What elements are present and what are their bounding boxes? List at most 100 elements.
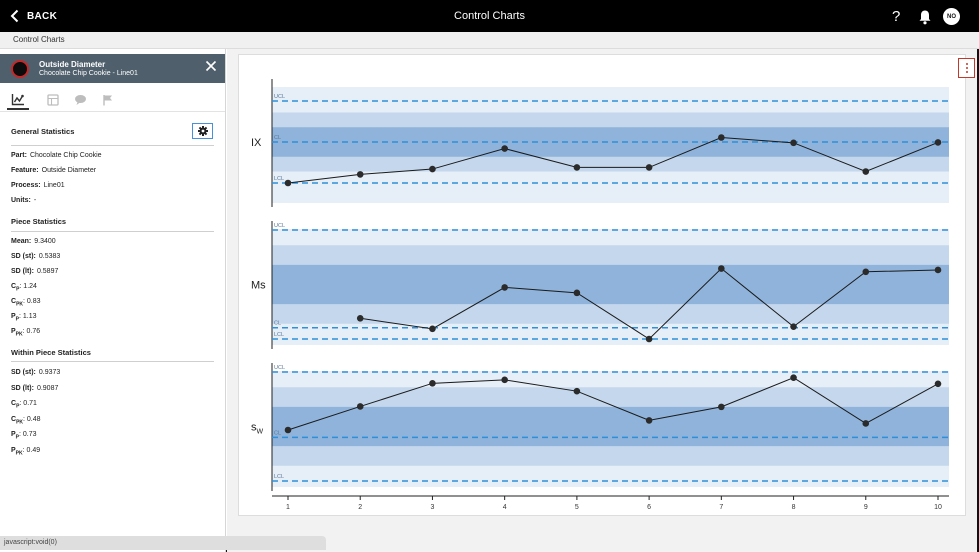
stat-value: Chocolate Chip Cookie (29, 152, 102, 159)
cl-line-label: CL (274, 135, 281, 141)
tab-data[interactable] (42, 90, 64, 110)
stat-value: Line01 (43, 182, 65, 189)
data-point (356, 314, 364, 322)
settings-button[interactable] (192, 123, 213, 139)
tab-flags[interactable] (96, 90, 118, 110)
zone-band-inner (272, 406, 949, 447)
chevron-left-icon (10, 9, 19, 23)
within-stat-row: PP: 0.73 (11, 431, 37, 440)
data-point (862, 268, 870, 276)
x-tick-label: 8 (792, 504, 796, 511)
stat-label: P (11, 431, 16, 438)
stat-value: : 0.83 (23, 298, 41, 305)
cl-line-label: CL (274, 321, 281, 327)
more-options-button[interactable] (958, 58, 975, 78)
help-icon[interactable]: ? (892, 8, 901, 25)
piece-stat-row: Mean: 9.3400 (11, 238, 56, 245)
divider (11, 231, 214, 232)
within-stat-row: SD (st): 0.9373 (11, 369, 60, 376)
data-point (934, 139, 942, 146)
stat-label: C (11, 415, 17, 423)
piece-stat-row: CP: 1.24 (11, 283, 37, 292)
data-point (645, 164, 653, 171)
stat-label-subscript: PK (16, 418, 24, 425)
stat-value: : 0.73 (19, 431, 37, 438)
stat-label-subscript: P (15, 316, 20, 323)
stat-label: Part: (11, 152, 27, 159)
piece-stat-row: SD (st): 0.5383 (11, 253, 60, 260)
x-tick-label: 6 (647, 504, 651, 511)
data-point (862, 420, 870, 427)
feature-subtitle: Chocolate Chip Cookie - Line01 (39, 70, 138, 77)
avatar[interactable]: NO (943, 8, 960, 25)
feature-title: Outside Diameter (39, 60, 106, 69)
ucl-line-label: UCL (274, 223, 285, 229)
zone-band-inner (272, 264, 949, 305)
data-point (501, 376, 508, 384)
back-button[interactable]: BACK (10, 0, 57, 32)
data-point (934, 380, 942, 388)
data-point (501, 145, 508, 152)
kebab-dot (965, 71, 968, 73)
general-stat-row: Feature: Outside Diameter (11, 167, 96, 174)
chart-panel-label: sW (251, 422, 264, 436)
stat-value: : 0.71 (19, 400, 37, 407)
page-title: Control Charts (454, 10, 525, 22)
stat-value: : 1.13 (19, 313, 37, 320)
chart-panel-label: Ms (251, 280, 266, 292)
feature-status-icon (11, 60, 29, 78)
piece-stat-row: PP: 1.13 (11, 313, 37, 322)
stat-value: : 1.24 (19, 283, 37, 290)
tab-comments[interactable] (69, 90, 91, 110)
data-point (645, 417, 653, 424)
stat-value: 9.3400 (34, 238, 56, 245)
piece-stat-row: CPK: 0.83 (11, 298, 41, 307)
lcl-line-label: LCL (274, 176, 284, 182)
piece-statistics-title: Piece Statistics (11, 217, 67, 226)
piece-stat-row: SD (lt): 0.5897 (11, 268, 58, 275)
general-stat-row: Part: Chocolate Chip Cookie (11, 152, 102, 159)
stat-value: 0.9087 (36, 384, 59, 392)
feature-header: Outside Diameter Chocolate Chip Cookie -… (0, 54, 225, 83)
data-point (718, 403, 725, 411)
breadcrumb-item[interactable]: Control Charts (13, 35, 65, 44)
breadcrumb: Control Charts (0, 32, 979, 49)
stat-value: : 0.49 (22, 446, 41, 454)
chart-panel-label: IX (251, 137, 262, 149)
data-point (429, 325, 436, 333)
panel-tabs (0, 88, 225, 112)
data-point (790, 374, 797, 381)
x-tick-label: 7 (719, 504, 723, 511)
data-point (573, 289, 581, 297)
ucl-line-label: UCL (274, 94, 285, 100)
stat-label-subscript: PK (15, 449, 23, 456)
status-bar-url: javascript:void(0) (0, 536, 326, 550)
bell-icon[interactable] (918, 9, 932, 25)
within-stat-row: SD (lt): 0.9087 (11, 385, 58, 392)
stat-label: C (11, 283, 17, 290)
x-tick-label: 2 (358, 504, 362, 511)
stat-value: Outside Diameter (41, 167, 97, 174)
stat-label-subscript: P (15, 434, 20, 441)
close-icon[interactable] (204, 58, 218, 74)
kebab-dot (965, 67, 968, 69)
x-tick-label: 4 (503, 504, 507, 511)
data-point (573, 387, 581, 395)
stat-label: C (11, 400, 17, 407)
data-point (356, 171, 364, 178)
x-tick-label: 1 (286, 504, 290, 511)
piece-stat-row: PPK: 0.76 (11, 328, 40, 337)
data-point (718, 265, 725, 272)
table-icon (47, 94, 59, 106)
statistics-panel: Outside Diameter Chocolate Chip Cookie -… (0, 49, 226, 552)
data-point (790, 139, 797, 147)
lcl-line-label: LCL (274, 332, 284, 338)
tab-statistics[interactable] (7, 90, 29, 110)
series-line (287, 377, 939, 431)
general-stat-row: Process: Line01 (11, 182, 65, 189)
stat-label: P (11, 313, 16, 320)
stat-value: - (33, 197, 37, 204)
data-point (429, 380, 436, 387)
top-bar: BACK Control Charts ? NO (0, 0, 979, 32)
within-stat-row: CP: 0.71 (11, 400, 37, 409)
